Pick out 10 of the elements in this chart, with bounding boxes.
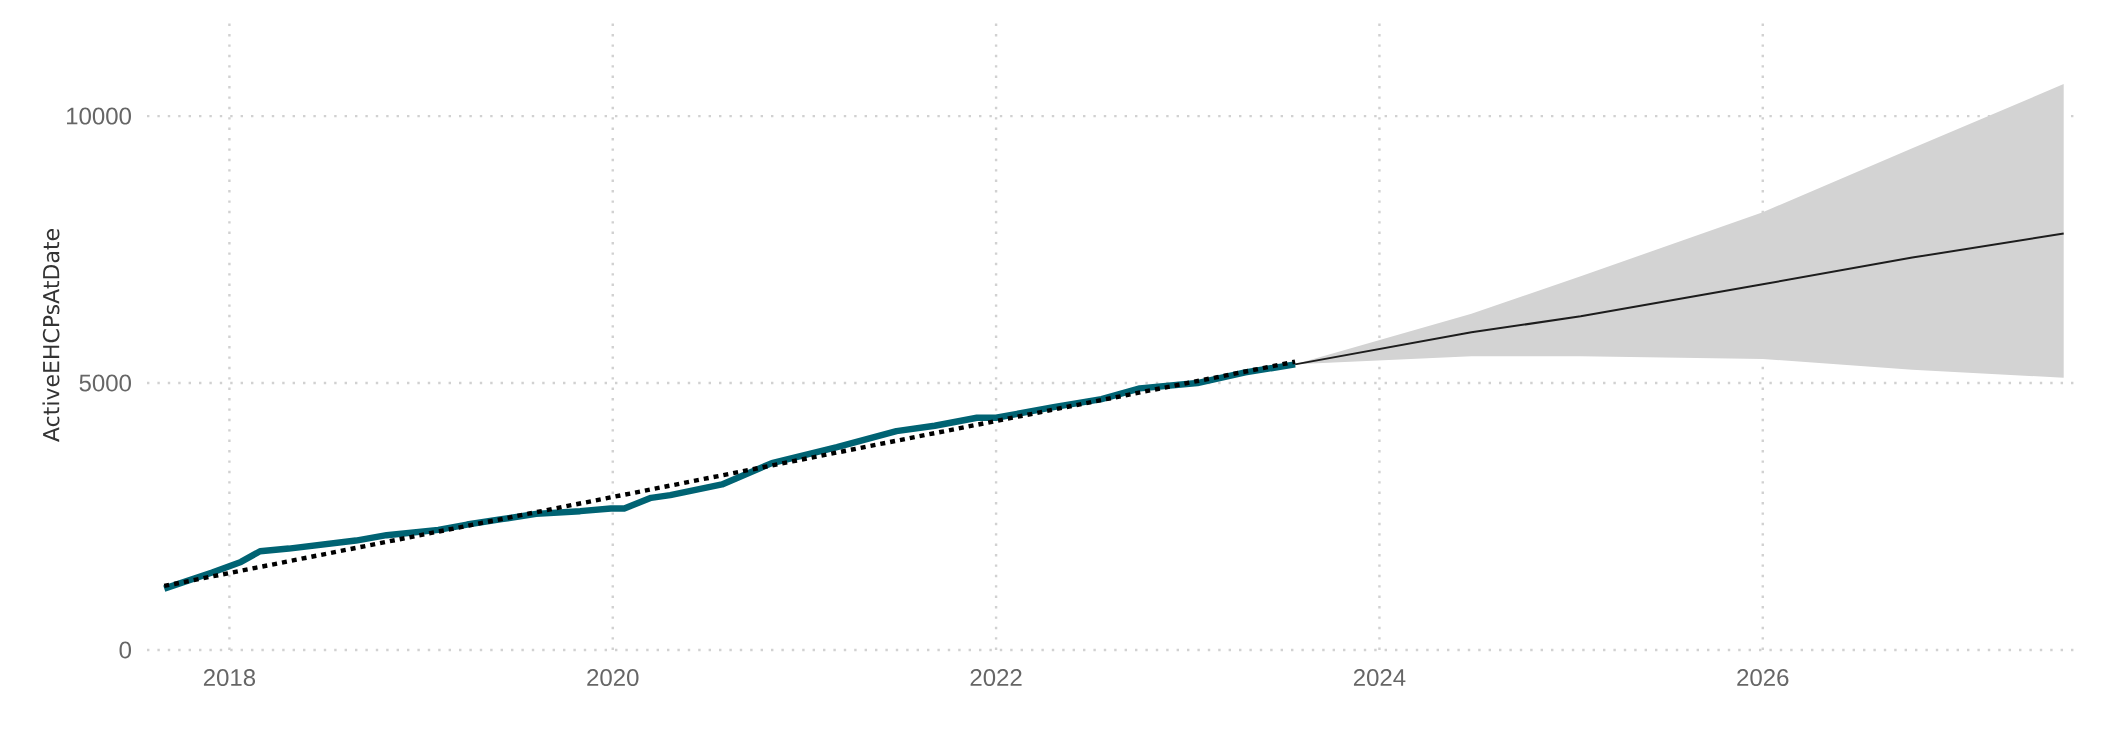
y-tick-label: 10000 — [67, 107, 131, 125]
x-tick-label: 2026 — [1737, 669, 1789, 687]
y-tick-label: 0 — [119, 641, 132, 659]
x-tick-label: 2018 — [203, 669, 256, 687]
x-tick-label: 2022 — [970, 669, 1022, 687]
y-tick-label: 5000 — [79, 374, 131, 392]
y-axis-title: ActiveEHCPsAtDate — [42, 229, 60, 442]
line-series — [1294, 232, 2065, 366]
x-tick-label: 2024 — [1353, 669, 1406, 687]
x-tick-label: 2020 — [587, 669, 639, 687]
